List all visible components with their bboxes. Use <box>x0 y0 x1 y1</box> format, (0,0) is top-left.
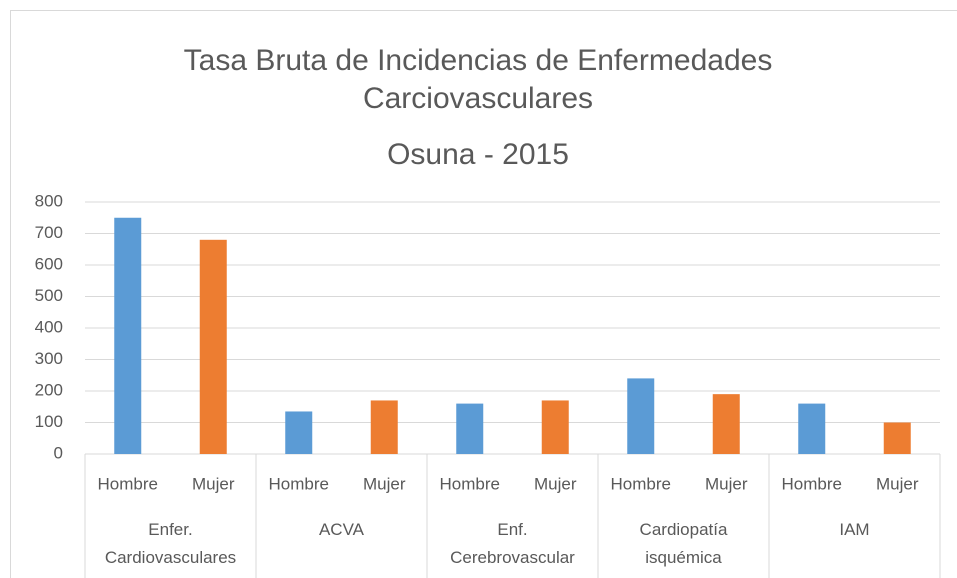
x-category-label: ACVA <box>318 520 365 539</box>
bar <box>114 217 142 454</box>
y-tick-label: 500 <box>35 286 63 305</box>
x-subcategory-label: Mujer <box>192 474 235 493</box>
bar <box>712 394 740 454</box>
bar <box>199 239 227 454</box>
x-subcategory-label: Mujer <box>876 474 919 493</box>
y-tick-label: 300 <box>35 349 63 368</box>
x-category-label: Cardiopatía isquémica <box>639 520 728 567</box>
x-category-label: IAM <box>839 520 870 539</box>
chart-frame <box>10 10 957 578</box>
bar <box>456 403 484 454</box>
chart-subtitle: Osuna - 2015 <box>387 138 569 171</box>
x-subcategory-label: Hombre <box>440 474 500 493</box>
y-tick-label: 700 <box>35 223 63 242</box>
bar <box>627 378 655 454</box>
x-category-label: Enfer. Cardiovasculares <box>104 520 237 567</box>
x-subcategory-label: Mujer <box>534 474 577 493</box>
bar <box>798 403 826 454</box>
x-subcategory-label: Mujer <box>363 474 406 493</box>
y-tick-label: 200 <box>35 380 63 399</box>
x-subcategory-label: Mujer <box>705 474 748 493</box>
y-tick-label: 0 <box>54 443 63 462</box>
bar <box>285 411 313 454</box>
bar <box>883 422 911 454</box>
bar <box>541 400 569 454</box>
y-tick-label: 400 <box>35 317 63 336</box>
chart-title: Tasa Bruta de Incidencias de Enfermedade… <box>183 44 773 115</box>
x-subcategory-label: Hombre <box>611 474 671 493</box>
bar <box>370 400 398 454</box>
y-tick-label: 600 <box>35 254 63 273</box>
x-category-label: Enf. Cerebrovascular <box>450 520 575 567</box>
x-subcategory-label: Hombre <box>98 474 158 493</box>
x-subcategory-label: Hombre <box>269 474 329 493</box>
y-tick-label: 100 <box>35 412 63 431</box>
y-tick-label: 800 <box>35 191 63 210</box>
x-subcategory-label: Hombre <box>782 474 842 493</box>
